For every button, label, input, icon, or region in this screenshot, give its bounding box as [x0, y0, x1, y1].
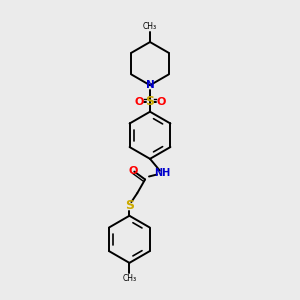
Text: O: O — [129, 166, 138, 176]
Text: NH: NH — [154, 168, 170, 178]
Text: O: O — [134, 97, 144, 107]
Text: S: S — [125, 200, 134, 212]
Text: CH₃: CH₃ — [143, 22, 157, 31]
Text: O: O — [156, 97, 166, 107]
Text: S: S — [146, 95, 154, 108]
Text: N: N — [146, 80, 154, 90]
Text: CH₃: CH₃ — [122, 274, 136, 283]
